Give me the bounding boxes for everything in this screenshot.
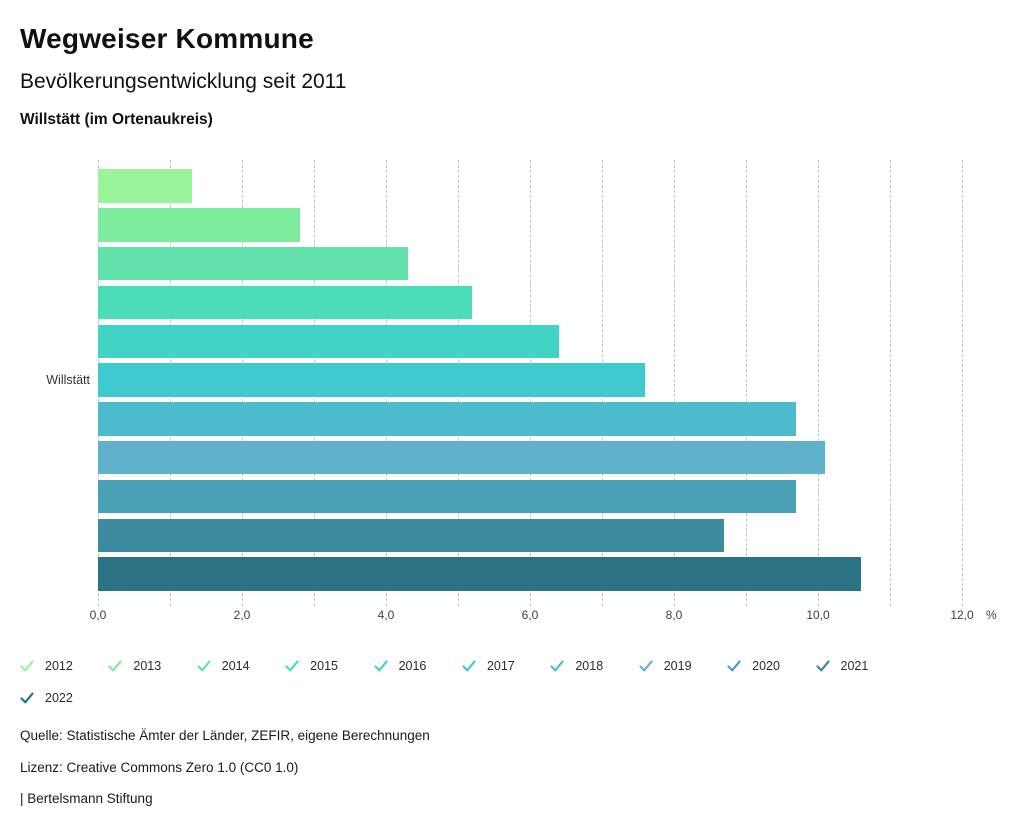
legend-item-2012[interactable]: 2012 <box>20 650 108 682</box>
checkmark-icon <box>462 660 476 672</box>
legend-label: 2013 <box>133 659 162 673</box>
bar-2021[interactable] <box>98 518 725 552</box>
legend-label: 2016 <box>398 659 427 673</box>
legend-label: 2018 <box>575 659 604 673</box>
x-tick-label: 4,0 <box>377 608 395 622</box>
legend-label: 2014 <box>221 659 250 673</box>
legend-label: 2015 <box>310 659 338 673</box>
gridline <box>962 160 963 606</box>
bar-2014[interactable] <box>98 246 408 281</box>
x-tick-label: 12,0 <box>950 608 974 622</box>
checkmark-icon <box>285 660 299 672</box>
bar-2016[interactable] <box>98 324 559 358</box>
x-tick-label: 6,0 <box>521 608 539 622</box>
legend-item-2021[interactable]: 2021 <box>815 650 904 682</box>
attribution-note: | Bertelsmann Stiftung <box>20 791 153 806</box>
checkmark-icon <box>815 660 830 672</box>
x-tick-label: 0,0 <box>89 608 107 622</box>
legend-label: 2019 <box>663 659 692 673</box>
gridline <box>746 160 747 606</box>
gridline <box>818 160 819 606</box>
x-tick-label: 10,0 <box>806 608 830 622</box>
bar-2022[interactable] <box>98 557 862 591</box>
bar-2015[interactable] <box>98 285 473 320</box>
source-note: Quelle: Statistische Ämter der Länder, Z… <box>20 728 430 743</box>
legend: 2012 2013 2014 2015 2016 2017 2018 2019 2020 2021… <box>20 650 910 714</box>
plot-area: Willstätt 0,0 2,0 4,0 6,0 8,0 10,0 12,0 % <box>46 160 997 622</box>
bar-2013[interactable] <box>98 208 300 242</box>
legend-label: 2021 <box>840 659 869 673</box>
legend-item-2013[interactable]: 2013 <box>108 650 196 682</box>
bar-2017[interactable] <box>98 363 646 397</box>
checkmark-icon <box>108 660 122 672</box>
legend-label: 2017 <box>486 659 515 673</box>
legend-item-2014[interactable]: 2014 <box>197 650 285 682</box>
checkmark-icon <box>20 692 34 704</box>
bar-2020[interactable] <box>98 479 797 514</box>
legend-label: 2020 <box>752 659 780 673</box>
checkmark-icon <box>727 660 741 672</box>
gridline <box>890 160 891 606</box>
checkmark-icon <box>197 660 211 672</box>
category-label: Willstätt <box>46 373 90 387</box>
checkmark-icon <box>373 660 388 672</box>
license-note: Lizenz: Creative Commons Zero 1.0 (CC0 1… <box>20 759 299 775</box>
legend-item-2017[interactable]: 2017 <box>462 650 550 682</box>
legend-item-2018[interactable]: 2018 <box>550 650 638 682</box>
checkmark-icon <box>639 660 653 672</box>
chart-location: Willstätt (im Ortenaukreis) <box>20 111 213 128</box>
bar-2019[interactable] <box>98 440 826 475</box>
gridline <box>673 160 675 606</box>
legend-item-2022[interactable]: 2022 <box>20 682 108 714</box>
page-title: Wegweiser Kommune <box>20 23 314 54</box>
x-tick-label: 2,0 <box>233 608 251 622</box>
axis-unit-label: % <box>986 608 997 622</box>
bar-2012[interactable] <box>98 169 192 203</box>
legend-item-2020[interactable]: 2020 <box>727 650 815 682</box>
checkmark-icon <box>20 660 34 672</box>
legend-item-2015[interactable]: 2015 <box>285 650 373 682</box>
checkmark-icon <box>550 660 564 672</box>
bar-2018[interactable] <box>98 402 797 436</box>
header: Wegweiser Kommune Bevölkerungsentwicklun… <box>20 0 346 130</box>
footer: Quelle: Statistische Ämter der Länder, Z… <box>20 728 430 823</box>
legend-item-2019[interactable]: 2019 <box>639 650 727 682</box>
legend-label: 2012 <box>45 659 73 673</box>
x-tick-label: 8,0 <box>665 608 683 622</box>
legend-item-2016[interactable]: 2016 <box>373 650 462 682</box>
legend-label: 2022 <box>45 691 73 705</box>
chart-subtitle: Bevölkerungsentwicklung seit 2011 <box>20 70 347 93</box>
